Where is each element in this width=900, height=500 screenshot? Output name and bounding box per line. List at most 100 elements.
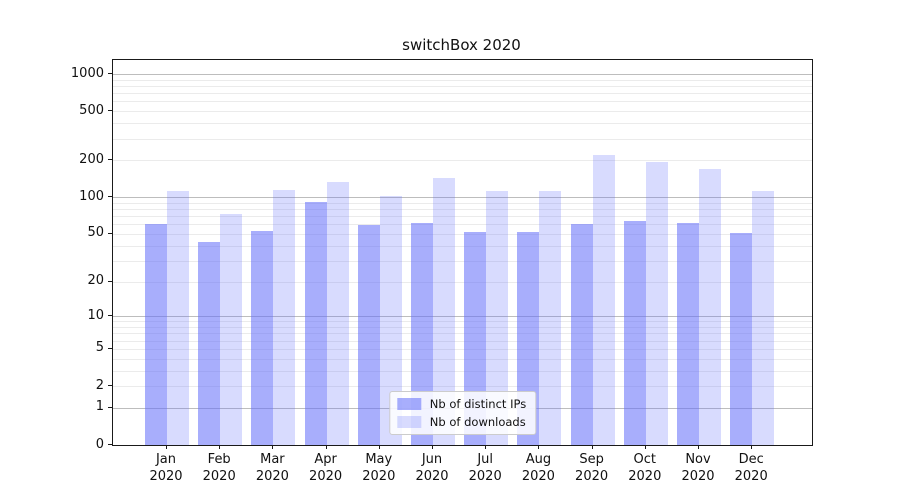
gridline-minor bbox=[113, 138, 812, 140]
y-tick-label: 10 bbox=[87, 307, 104, 323]
bar-ips-nov bbox=[677, 223, 699, 445]
gridline-minor bbox=[113, 79, 812, 81]
bar-downloads-feb bbox=[220, 213, 243, 445]
bar-ips-sep bbox=[570, 224, 593, 445]
y-tick-mark bbox=[108, 73, 112, 75]
gridline-minor bbox=[113, 111, 812, 113]
gridline-minor bbox=[113, 101, 812, 103]
x-tick-mark bbox=[538, 445, 540, 449]
gridline-minor bbox=[113, 348, 812, 350]
x-tick-year: 2020 bbox=[255, 469, 289, 484]
bar-ips-oct bbox=[623, 220, 646, 445]
gridline-minor bbox=[113, 260, 812, 262]
bar-ips-feb bbox=[198, 241, 221, 445]
x-tick-label: Aug 2020 bbox=[508, 451, 568, 485]
x-tick-label: Jun 2020 bbox=[402, 451, 462, 485]
x-tick-month: Oct bbox=[633, 452, 657, 467]
bar-ips-jan bbox=[145, 224, 167, 445]
y-tick-label: 200 bbox=[79, 151, 104, 167]
y-tick-mark bbox=[108, 159, 112, 161]
y-tick-label: 50 bbox=[87, 225, 104, 241]
legend-label: Nb of downloads bbox=[429, 415, 526, 429]
gridline-minor bbox=[113, 321, 812, 323]
gridline-minor bbox=[113, 224, 812, 226]
x-tick-year: 2020 bbox=[202, 469, 236, 484]
gridline-minor bbox=[113, 86, 812, 88]
x-tick-mark bbox=[378, 445, 380, 449]
gridline-minor bbox=[113, 386, 812, 388]
x-tick-month: Dec bbox=[738, 452, 764, 467]
y-tick-mark bbox=[108, 110, 112, 112]
gridline-minor bbox=[113, 160, 812, 162]
legend: Nb of distinct IPs Nb of downloads bbox=[388, 391, 537, 435]
gridline-minor bbox=[113, 370, 812, 372]
y-tick-label: 500 bbox=[79, 102, 104, 118]
bar-downloads-mar bbox=[273, 190, 296, 445]
legend-item-distinct-ips: Nb of distinct IPs bbox=[396, 397, 527, 411]
gridline-minor bbox=[113, 327, 812, 329]
y-tick-label: 2 bbox=[95, 377, 104, 393]
y-tick-label: 1000 bbox=[70, 65, 104, 81]
x-tick-month: Jan bbox=[155, 452, 177, 467]
bar-ips-jun bbox=[411, 222, 433, 445]
x-tick-year: 2020 bbox=[468, 469, 502, 484]
x-tick-year: 2020 bbox=[149, 469, 183, 484]
gridline-minor bbox=[113, 216, 812, 218]
x-tick-label: Jul 2020 bbox=[455, 451, 515, 485]
gridline-minor bbox=[113, 233, 812, 235]
gridline-minor bbox=[113, 358, 812, 360]
bar-downloads-oct bbox=[645, 162, 668, 445]
x-tick-month: Aug bbox=[525, 452, 552, 467]
x-tick-mark bbox=[272, 445, 274, 449]
x-tick-month: Feb bbox=[207, 452, 231, 467]
x-tick-mark bbox=[644, 445, 646, 449]
x-tick-year: 2020 bbox=[681, 469, 715, 484]
x-tick-mark bbox=[591, 445, 593, 449]
x-tick-year: 2020 bbox=[628, 469, 662, 484]
y-tick-label: 0 bbox=[95, 436, 104, 452]
y-tick-mark bbox=[108, 196, 112, 198]
x-tick-mark bbox=[219, 445, 221, 449]
x-tick-month: Nov bbox=[685, 452, 711, 467]
y-tick-mark bbox=[108, 280, 112, 282]
bar-downloads-jul bbox=[486, 190, 509, 445]
y-tick-mark bbox=[108, 406, 112, 408]
x-tick-label: Nov 2020 bbox=[668, 451, 728, 485]
bar-downloads-jan bbox=[167, 190, 189, 445]
x-tick-label: Jan 2020 bbox=[136, 451, 196, 485]
gridline-minor bbox=[113, 202, 812, 204]
x-tick-mark bbox=[432, 445, 433, 449]
gridline-minor bbox=[113, 93, 812, 95]
x-tick-mark bbox=[698, 445, 699, 449]
legend-label: Nb of distinct IPs bbox=[429, 397, 527, 411]
y-tick-mark bbox=[108, 444, 112, 445]
x-tick-year: 2020 bbox=[362, 469, 396, 484]
gridline-minor bbox=[113, 123, 812, 125]
bar-ips-dec bbox=[730, 232, 753, 445]
x-tick-year: 2020 bbox=[415, 469, 449, 484]
bar-downloads-dec bbox=[752, 191, 775, 445]
bar-downloads-sep bbox=[592, 155, 615, 445]
bar-ips-may bbox=[357, 225, 380, 445]
x-tick-label: Mar 2020 bbox=[242, 451, 302, 485]
bar-downloads-aug bbox=[539, 191, 562, 445]
chart-title: switchBox 2020 bbox=[402, 36, 521, 54]
gridline-major bbox=[113, 74, 812, 76]
plot-area: Nb of distinct IPs Nb of downloads bbox=[112, 59, 813, 446]
legend-swatch bbox=[396, 398, 421, 410]
gridline-minor bbox=[113, 245, 812, 247]
x-tick-mark bbox=[166, 445, 167, 449]
bar-ips-apr bbox=[304, 201, 327, 445]
x-tick-month: May bbox=[365, 452, 393, 467]
x-tick-month: Mar bbox=[260, 452, 285, 467]
x-tick-year: 2020 bbox=[521, 469, 555, 484]
y-tick-label: 20 bbox=[87, 273, 104, 289]
gridline-minor bbox=[113, 340, 812, 342]
y-tick-mark bbox=[108, 315, 112, 317]
x-tick-label: Sep 2020 bbox=[562, 451, 622, 485]
x-tick-label: Dec 2020 bbox=[721, 451, 781, 485]
x-tick-label: Apr 2020 bbox=[296, 451, 356, 485]
gridline-major bbox=[113, 316, 812, 318]
gridline-minor bbox=[113, 281, 812, 283]
